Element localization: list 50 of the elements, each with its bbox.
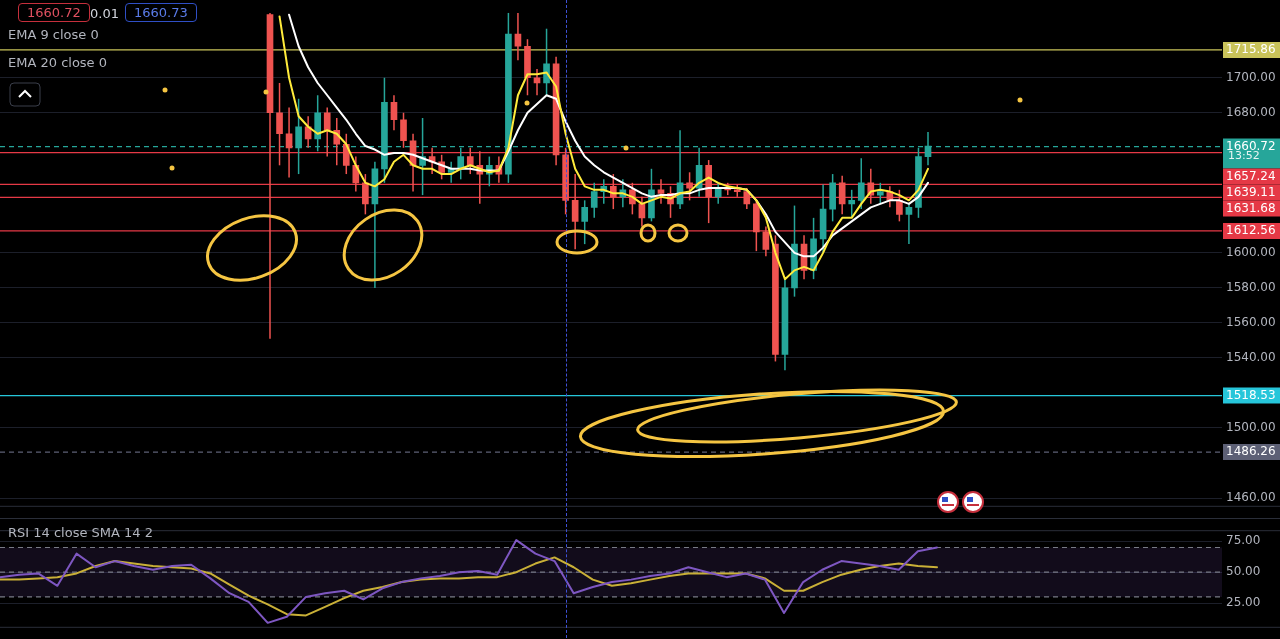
candlestick [657, 178, 665, 205]
y-tick-label: 1600.00 [1226, 245, 1276, 259]
text: EMA 9 close 0 [8, 27, 99, 42]
candlestick [276, 82, 283, 167]
candlestick [285, 106, 293, 179]
y-tick-label: 1700.00 [1226, 69, 1276, 84]
y-tick-label: 75.00 [1226, 533, 1261, 548]
y-tick-label: 1460.00 [1226, 490, 1276, 505]
text: 1660.73 [125, 3, 197, 22]
text: 13:52 [1228, 149, 1260, 162]
candlestick [400, 112, 407, 149]
ref-line-label: 1486.26 [1226, 444, 1276, 459]
text: EMA 20 close 0 [8, 55, 108, 70]
ref-line-label: 1612.56 [1226, 223, 1276, 237]
ref-line-label: 1715.86 [1226, 42, 1276, 57]
candlestick [876, 182, 884, 205]
candlestick [362, 173, 369, 216]
candlestick [686, 171, 693, 202]
candlestick [466, 147, 474, 175]
candlestick [333, 117, 341, 167]
candlestick [323, 106, 331, 158]
candlestick [571, 173, 579, 251]
candlestick [896, 189, 903, 223]
candlestick [514, 12, 522, 61]
text: 1660.72 [18, 3, 90, 22]
candlestick [838, 175, 846, 216]
text: 0.01 [90, 6, 119, 21]
candlestick [342, 133, 350, 175]
y-tick-label: 1580.00 [1226, 280, 1276, 295]
ref-line-label: 1518.53 [1226, 387, 1276, 402]
y-tick-label: 1680.00 [1226, 104, 1276, 119]
candlestick [543, 27, 550, 97]
candlestick [857, 157, 865, 210]
ref-line-label: 1657.24 [1226, 168, 1276, 183]
candlestick [590, 182, 598, 219]
y-tick-label: 1560.00 [1226, 315, 1276, 330]
candlestick [533, 68, 541, 97]
y-tick-label: 1540.00 [1226, 350, 1276, 365]
annotation: RSI 14 close SMA 14 2 [8, 525, 153, 540]
candlestick [848, 189, 856, 219]
candlestick [905, 203, 913, 245]
candlestick [295, 98, 302, 175]
y-tick-label: 50.00 [1226, 564, 1261, 579]
candlestick [352, 155, 360, 193]
candlestick [743, 187, 751, 210]
y-tick-label: 25.00 [1226, 595, 1261, 610]
candlestick [581, 199, 589, 245]
y-tick-label: 1500.00 [1226, 420, 1276, 435]
legend-label: 1631.68 [1226, 200, 1276, 215]
ref-line-label: 1639.11 [1226, 184, 1276, 199]
